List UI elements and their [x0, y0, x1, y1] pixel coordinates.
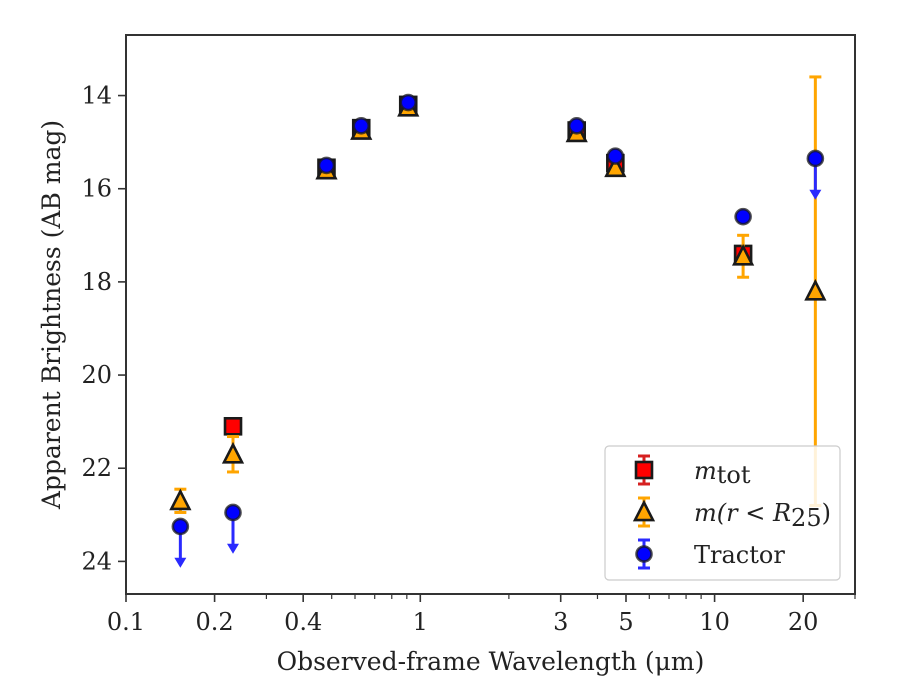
- y-tick-label: 20: [81, 361, 112, 389]
- x-tick-label: 0.1: [107, 608, 145, 636]
- legend: mtot m(r < R25) Tractor: [604, 445, 841, 581]
- circle-marker: [399, 93, 418, 112]
- triangle-marker: [804, 278, 827, 301]
- x-tick-label: 5: [618, 608, 633, 636]
- x-tick-label: 20: [788, 608, 819, 636]
- tractor-series: [171, 93, 825, 568]
- plot-frame: [125, 34, 856, 595]
- legend-box: [604, 445, 841, 581]
- circle-marker: [567, 117, 586, 135]
- square-marker: [223, 416, 243, 436]
- x-tick-label: 0.2: [196, 608, 234, 636]
- legend-label: Tractor: [694, 541, 785, 569]
- upper-limit-arrow-arrowhead: [174, 557, 187, 568]
- legend-item: Tractor: [635, 538, 785, 570]
- legend-triangle-marker: [632, 499, 656, 522]
- legend-label: mtot: [694, 457, 751, 489]
- x-axis-title: Observed-frame Wavelength (μm): [277, 647, 705, 676]
- x-tick-label: 10: [699, 608, 730, 636]
- circle-marker: [606, 147, 625, 165]
- circle-marker: [224, 503, 242, 522]
- mtot-series: [223, 95, 753, 436]
- circle-marker: [317, 156, 336, 175]
- y-tick-label: 16: [81, 175, 112, 203]
- circle-marker: [352, 117, 371, 135]
- legend-circle-marker: [635, 545, 653, 563]
- circle-marker: [734, 207, 752, 226]
- legend-item: m(r < R25): [632, 496, 831, 532]
- triangle-marker: [731, 243, 755, 266]
- y-tick-label: 14: [81, 82, 112, 110]
- circle-marker: [806, 149, 825, 168]
- legend-item: mtot: [634, 454, 751, 489]
- x-tick-label: 1: [413, 608, 428, 636]
- triangle-marker: [604, 155, 627, 178]
- x-tick-label: 0.4: [284, 608, 322, 636]
- upper-limit-arrow-arrowhead: [227, 543, 240, 554]
- axes: 0.1 0.2 0.4 1 3 5 10 20 14 16 18 20 22 24 Observed-fra…: [37, 34, 856, 676]
- circle-marker: [171, 517, 190, 536]
- upper-limit-arrow-arrowhead: [809, 189, 822, 200]
- y-axis-title: Apparent Brightness (AB mag): [37, 120, 66, 510]
- y-tick-label: 22: [81, 454, 112, 482]
- triangle-marker: [169, 488, 192, 511]
- plot-area: [169, 75, 827, 568]
- legend-square-marker: [634, 460, 654, 480]
- y-tick-label: 18: [81, 268, 112, 296]
- triangle-marker: [221, 441, 245, 464]
- legend-label: m(r < R25): [694, 499, 831, 532]
- x-tick-label: 3: [553, 608, 568, 636]
- y-tick-label: 24: [81, 547, 112, 575]
